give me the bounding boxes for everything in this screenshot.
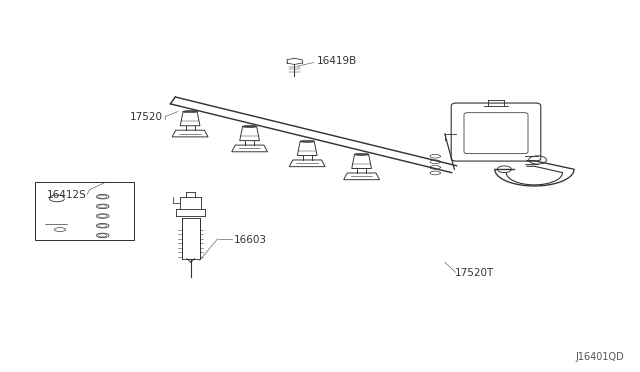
Text: 16419B: 16419B [317, 57, 357, 66]
Text: 17520: 17520 [130, 112, 163, 122]
Bar [35, 182, 134, 240]
Text: 16603: 16603 [234, 235, 267, 245]
Text: J16401QD: J16401QD [575, 352, 624, 362]
Text: 17520T: 17520T [454, 269, 493, 278]
Text: 16412S: 16412S [47, 190, 86, 200]
